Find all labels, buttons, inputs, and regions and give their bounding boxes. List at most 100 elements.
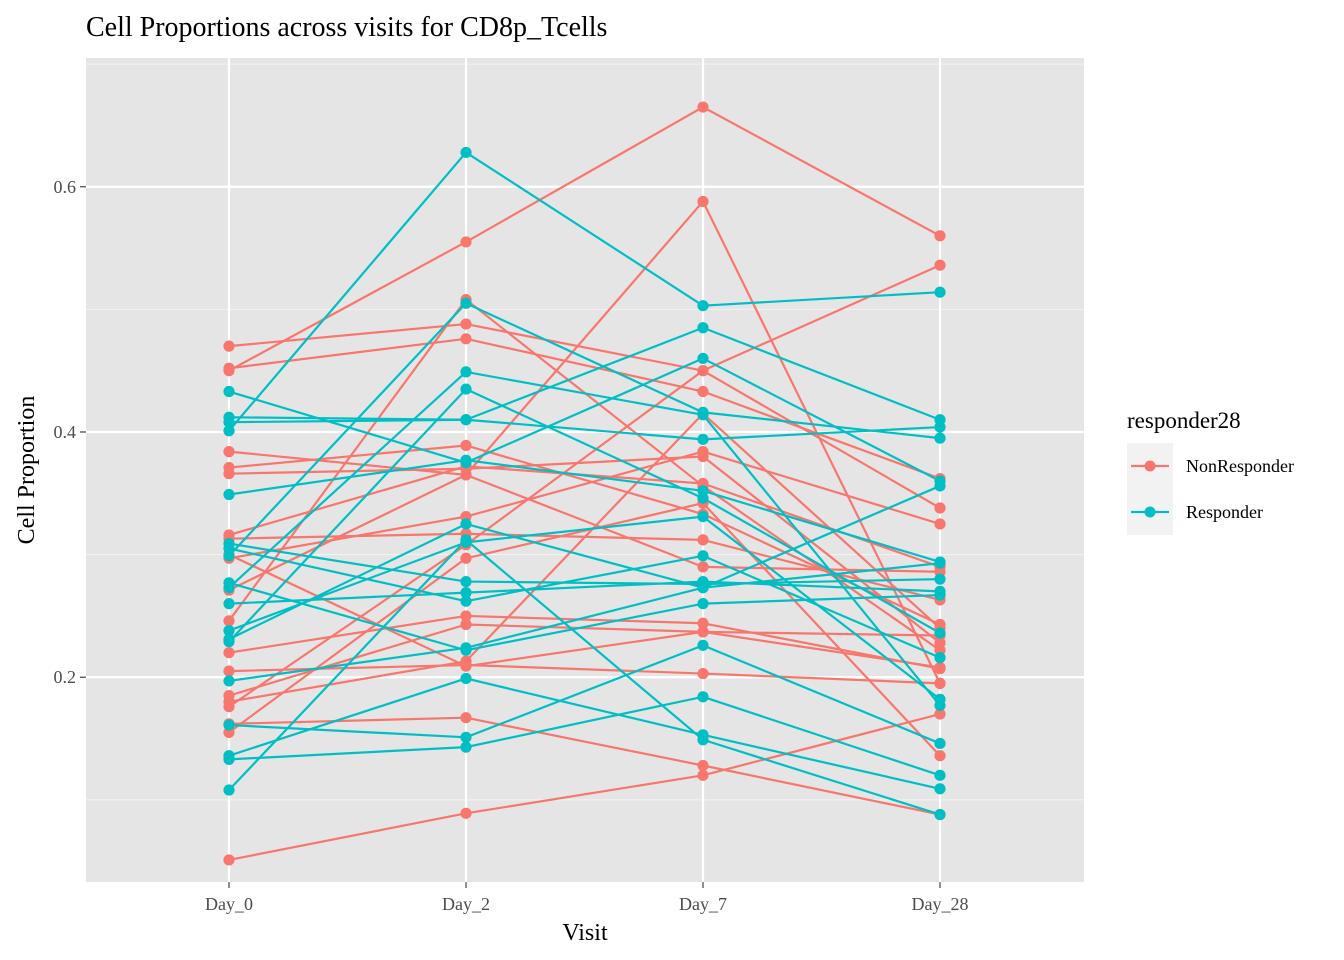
series-line-responder <box>228 484 941 641</box>
series-line-nonresponder <box>228 623 941 697</box>
data-point-responder <box>934 808 946 821</box>
data-point-responder <box>460 414 472 426</box>
data-point-nonresponder <box>460 712 472 724</box>
data-point-responder <box>697 598 709 610</box>
data-point-responder <box>223 550 235 562</box>
series-line-responder <box>228 580 941 605</box>
data-point-responder <box>460 587 472 599</box>
data-point-nonresponder <box>697 385 709 398</box>
data-point-responder <box>460 454 472 466</box>
series-line-responder <box>228 581 941 652</box>
series-line-responder <box>228 302 941 557</box>
data-point-responder <box>223 675 235 687</box>
data-point-responder <box>934 286 946 298</box>
data-point-nonresponder <box>223 665 235 677</box>
legend-label-responder: Responder <box>1186 502 1263 522</box>
data-point-responder <box>460 595 472 607</box>
data-point-responder <box>223 582 235 594</box>
data-point-responder <box>934 693 946 705</box>
data-point-nonresponder <box>460 610 472 622</box>
data-point-nonresponder <box>460 660 472 672</box>
data-point-responder <box>223 488 235 501</box>
data-point-responder <box>697 582 709 594</box>
series-line-nonresponder <box>228 412 941 703</box>
data-point-nonresponder <box>697 561 709 573</box>
data-point-responder <box>934 480 946 492</box>
data-point-nonresponder <box>223 615 235 627</box>
data-point-responder <box>697 639 709 651</box>
data-point-responder <box>934 627 946 639</box>
legend: responder28 NonResponder Responder <box>1127 408 1294 535</box>
data-point-responder <box>697 691 709 703</box>
data-point-nonresponder <box>223 362 235 374</box>
x-tick-label: Day_28 <box>912 894 969 914</box>
series-line-responder <box>228 677 941 790</box>
series-line-responder <box>228 459 941 564</box>
data-point-responder <box>223 753 235 765</box>
data-point-nonresponder <box>934 677 946 689</box>
data-point-nonresponder <box>697 769 709 781</box>
data-point-nonresponder <box>697 365 709 377</box>
data-point-nonresponder <box>223 647 235 659</box>
chart-title: Cell Proportions across visits for CD8p_… <box>86 12 607 43</box>
data-point-responder <box>460 642 472 654</box>
data-point-nonresponder <box>223 468 235 480</box>
data-point-responder <box>223 636 235 648</box>
series-line-nonresponder <box>228 614 941 670</box>
series-line-nonresponder <box>228 264 941 708</box>
series-points <box>223 101 946 866</box>
series-line-responder <box>228 515 941 701</box>
series-line-nonresponder <box>228 200 941 684</box>
data-point-responder <box>223 416 235 428</box>
series-line-nonresponder <box>228 553 941 669</box>
data-point-nonresponder <box>223 854 235 866</box>
data-point-nonresponder <box>460 236 472 248</box>
data-point-nonresponder <box>934 708 946 720</box>
data-point-responder <box>460 672 472 685</box>
data-point-nonresponder <box>460 552 472 564</box>
data-point-nonresponder <box>934 661 946 674</box>
data-point-responder <box>934 783 946 795</box>
series-line-nonresponder <box>228 322 941 509</box>
series-line-nonresponder <box>228 337 941 480</box>
data-point-responder <box>223 598 235 610</box>
data-point-nonresponder <box>934 230 946 242</box>
x-tick-label: Day_2 <box>442 894 490 914</box>
data-point-nonresponder <box>460 439 472 452</box>
data-point-responder <box>460 146 472 159</box>
data-point-responder <box>934 414 946 426</box>
y-tick-label: 0.6 <box>54 177 77 197</box>
series-line-responder <box>228 387 941 643</box>
data-point-responder <box>460 518 472 530</box>
legend-item-nonresponder: NonResponder <box>1127 443 1294 489</box>
data-point-nonresponder <box>934 750 946 762</box>
data-point-responder <box>934 737 946 750</box>
series-lines <box>228 105 941 862</box>
data-point-nonresponder <box>934 502 946 514</box>
data-point-nonresponder <box>223 446 235 458</box>
data-point-responder <box>934 557 946 569</box>
data-point-responder <box>223 719 235 731</box>
series-line-responder <box>228 542 941 586</box>
data-point-responder <box>223 385 235 398</box>
data-point-responder <box>460 297 472 309</box>
series-line-responder <box>228 357 941 483</box>
y-tick-label: 0.2 <box>54 667 77 687</box>
series-line-nonresponder <box>228 105 941 372</box>
data-point-nonresponder <box>934 518 946 530</box>
data-point-nonresponder <box>460 469 472 481</box>
series-line-nonresponder <box>228 712 941 862</box>
data-point-nonresponder <box>697 195 709 208</box>
data-point-responder <box>460 741 472 753</box>
data-point-responder <box>223 425 235 437</box>
data-point-nonresponder <box>223 340 235 352</box>
x-tick-label: Day_0 <box>205 894 253 914</box>
data-point-responder <box>697 550 709 562</box>
x-axis-title: Visit <box>562 920 608 946</box>
data-point-responder <box>934 769 946 781</box>
data-point-nonresponder <box>460 618 472 631</box>
legend-key-point <box>1144 506 1156 518</box>
series-line-responder <box>228 151 941 432</box>
data-point-responder <box>697 322 709 334</box>
